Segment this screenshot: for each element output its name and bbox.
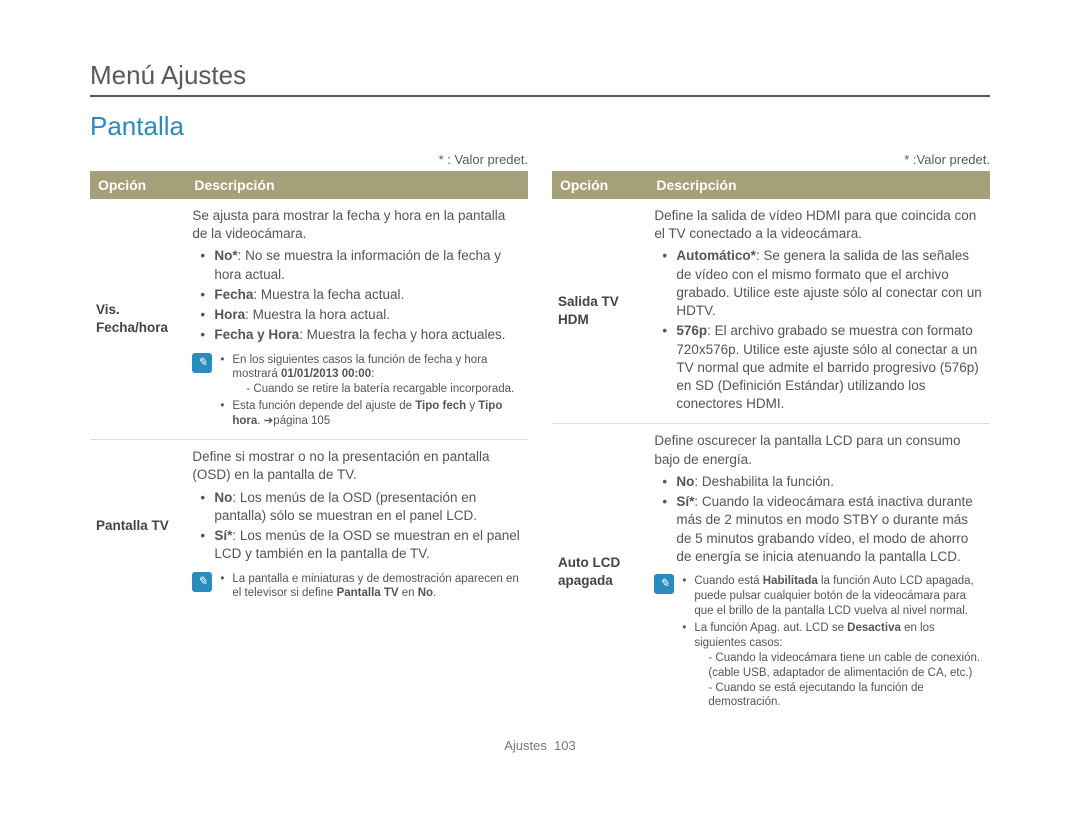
footer: Ajustes 103 xyxy=(90,738,990,753)
columns: * : Valor predet. Opción Descripción Vis… xyxy=(90,152,990,720)
bullet-item: Sí*: Los menús de la OSD se muestran en … xyxy=(200,527,522,563)
bullet-list: No: Los menús de la OSD (presentación en… xyxy=(192,489,522,564)
default-legend-left: * : Valor predet. xyxy=(90,152,528,167)
bullet-list: No: Deshabilita la función. Sí*: Cuando l… xyxy=(654,473,984,566)
bullet-item: No: Los menús de la OSD (presentación en… xyxy=(200,489,522,525)
note-item: Cuando está Habilitada la función Auto L… xyxy=(682,574,984,619)
bullet-item: Fecha: Muestra la fecha actual. xyxy=(200,286,522,304)
default-legend-right: * :Valor predet. xyxy=(552,152,990,167)
bullet-item: No*: No se muestra la información de la … xyxy=(200,247,522,283)
left-column: * : Valor predet. Opción Descripción Vis… xyxy=(90,152,528,720)
note-box: ✎ La pantalla e miniaturas y de demostrac… xyxy=(192,572,522,604)
description-intro: Define la salida de vídeo HDMI para que … xyxy=(654,207,984,243)
th-opcion: Opción xyxy=(552,171,648,199)
th-descripcion: Descripción xyxy=(186,171,528,199)
description-cell: Se ajusta para mostrar la fecha y hora e… xyxy=(186,199,528,440)
section-heading: Pantalla xyxy=(90,111,990,142)
note-list: En los siguientes casos la función de fe… xyxy=(220,353,522,432)
description-intro: Se ajusta para mostrar la fecha y hora e… xyxy=(192,207,522,243)
description-cell: Define la salida de vídeo HDMI para que … xyxy=(648,199,990,424)
note-icon: ✎ xyxy=(192,572,212,592)
option-cell: Auto LCD apagada xyxy=(552,424,648,720)
bullet-item: Hora: Muestra la hora actual. xyxy=(200,306,522,324)
bullet-item: 576p: El archivo grabado se muestra con … xyxy=(662,322,984,413)
note-item: En los siguientes casos la función de fe… xyxy=(220,353,522,398)
note-list: Cuando está Habilitada la función Auto L… xyxy=(682,574,984,712)
description-intro: Define oscurecer la pantalla LCD para un… xyxy=(654,432,984,468)
option-cell: Pantalla TV xyxy=(90,440,186,612)
note-icon: ✎ xyxy=(654,574,674,594)
footer-page: 103 xyxy=(554,738,576,753)
note-item: Esta función depende del ajuste de Tipo … xyxy=(220,399,522,429)
th-descripcion: Descripción xyxy=(648,171,990,199)
note-box: ✎ Cuando está Habilitada la función Auto … xyxy=(654,574,984,712)
footer-label: Ajustes xyxy=(504,738,547,753)
left-table: Opción Descripción Vis. Fecha/horaSe aju… xyxy=(90,171,528,611)
note-list: La pantalla e miniaturas y de demostraci… xyxy=(220,572,522,604)
bullet-item: No: Deshabilita la función. xyxy=(662,473,984,491)
description-cell: Define si mostrar o no la presentación e… xyxy=(186,440,528,612)
option-cell: Salida TV HDM xyxy=(552,199,648,424)
right-column: * :Valor predet. Opción Descripción Sali… xyxy=(552,152,990,720)
note-box: ✎ En los siguientes casos la función de f… xyxy=(192,353,522,432)
note-item: La función Apag. aut. LCD se Desactiva e… xyxy=(682,621,984,711)
option-cell: Vis. Fecha/hora xyxy=(90,199,186,440)
th-opcion: Opción xyxy=(90,171,186,199)
note-item: La pantalla e miniaturas y de demostraci… xyxy=(220,572,522,602)
description-intro: Define si mostrar o no la presentación e… xyxy=(192,448,522,484)
bullet-item: Fecha y Hora: Muestra la fecha y hora ac… xyxy=(200,326,522,344)
bullet-item: Sí*: Cuando la videocámara está inactiva… xyxy=(662,493,984,566)
description-cell: Define oscurecer la pantalla LCD para un… xyxy=(648,424,990,720)
bullet-item: Automático*: Se genera la salida de las … xyxy=(662,247,984,320)
bullet-list: Automático*: Se genera la salida de las … xyxy=(654,247,984,413)
bullet-list: No*: No se muestra la información de la … xyxy=(192,247,522,344)
note-icon: ✎ xyxy=(192,353,212,373)
page-title: Menú Ajustes xyxy=(90,60,990,97)
right-table: Opción Descripción Salida TV HDMDefine l… xyxy=(552,171,990,720)
